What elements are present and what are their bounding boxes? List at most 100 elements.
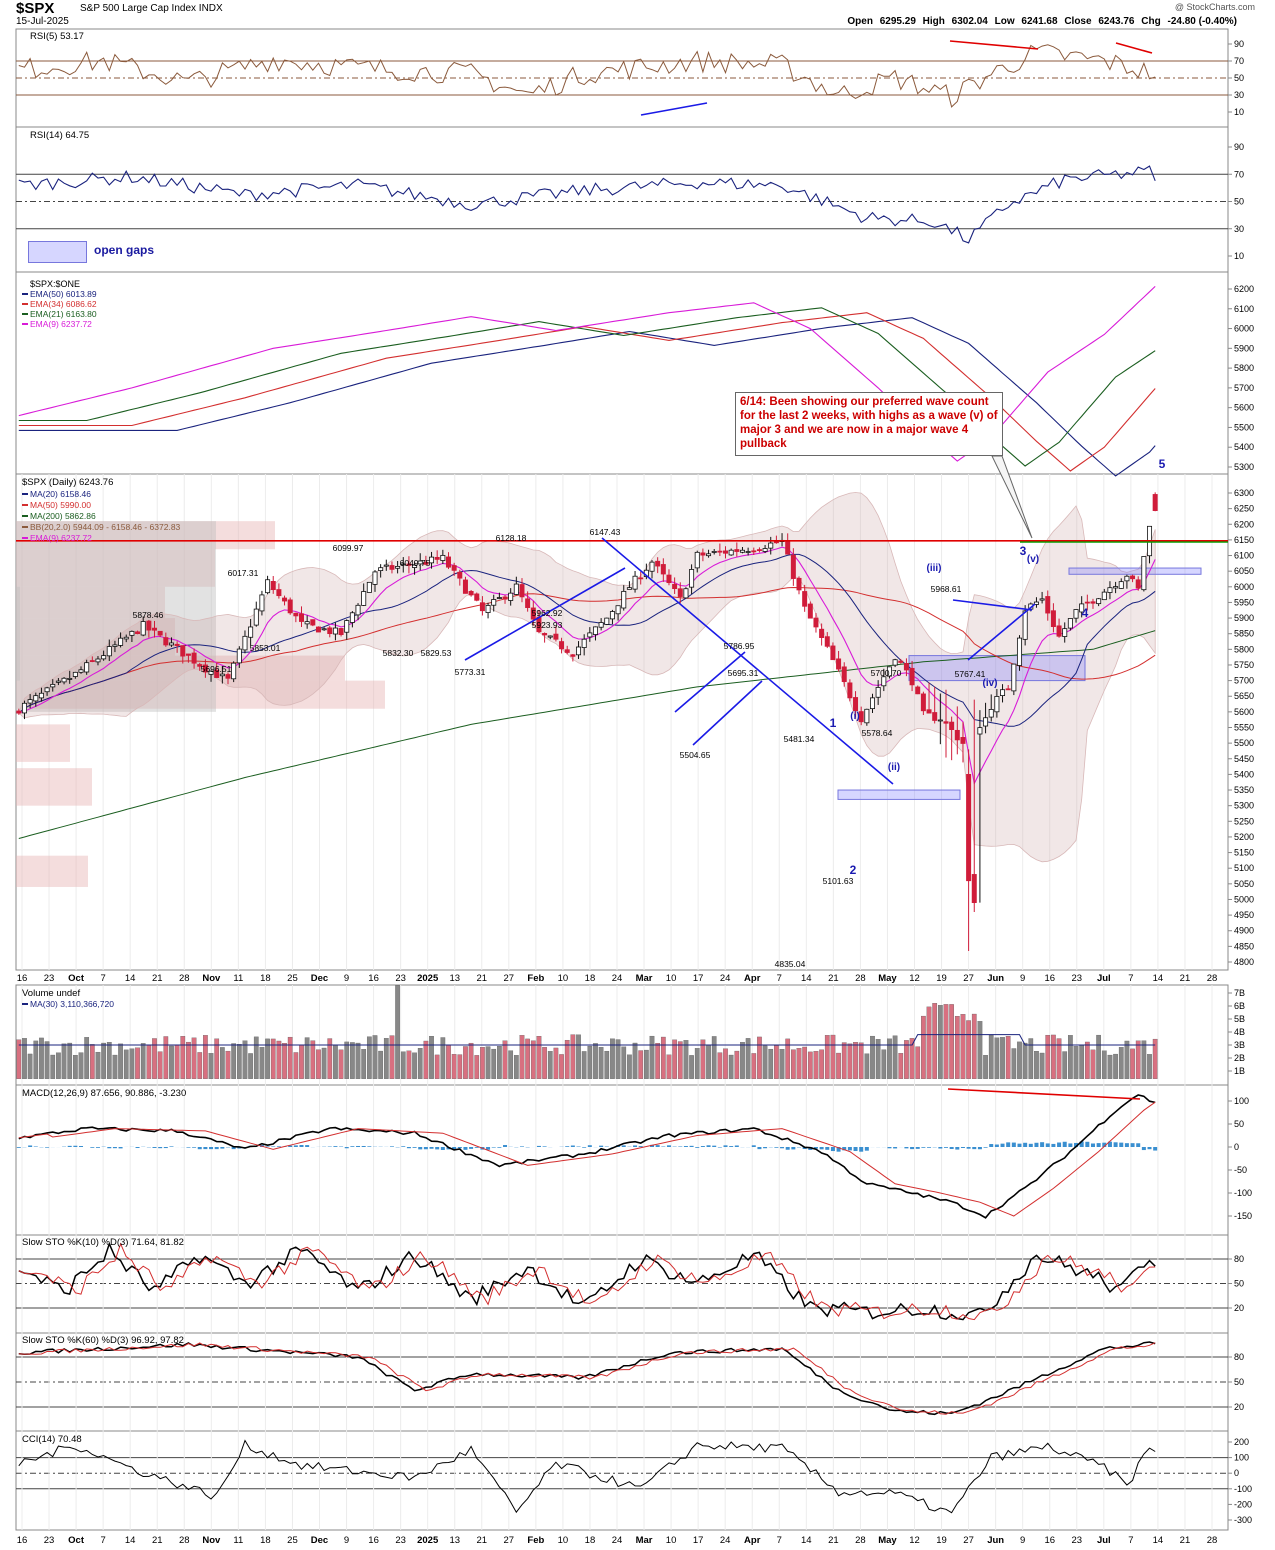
volume-tick-label: 4B xyxy=(1234,1027,1245,1037)
candle-body xyxy=(44,687,50,693)
price-tick-label: 5800 xyxy=(1234,644,1254,654)
macd-histogram-bar xyxy=(921,1147,926,1148)
trend-line xyxy=(464,567,626,661)
volume-bar xyxy=(898,1053,904,1079)
macd-histogram-bar xyxy=(16,1147,21,1148)
volume-bar xyxy=(513,1055,519,1079)
macd-histogram-bar xyxy=(599,1145,604,1147)
candle-body xyxy=(457,571,463,579)
candle-body xyxy=(853,697,859,712)
price-label: 5773.31 xyxy=(455,667,486,677)
candle-body xyxy=(78,669,84,673)
macd-histogram-bar xyxy=(1153,1147,1158,1151)
x-axis-label: 14 xyxy=(1153,973,1164,984)
x-axis-label-bottom: 18 xyxy=(260,1535,271,1546)
macd-histogram-bar xyxy=(469,1147,474,1149)
candle-body xyxy=(519,584,525,598)
close-value: 6243.76 xyxy=(1098,16,1135,27)
candle-body xyxy=(949,721,955,730)
volume-bar xyxy=(536,1036,542,1079)
price-title: $SPX (Daily) 6243.76 xyxy=(22,477,113,488)
candle-body xyxy=(157,630,163,636)
macd-histogram-bar xyxy=(79,1146,84,1147)
x-axis-label-bottom: 14 xyxy=(1153,1535,1164,1546)
volume-bar xyxy=(847,1043,853,1079)
x-axis-label: 2025 xyxy=(417,973,439,984)
candle-body xyxy=(208,670,214,675)
macd-histogram-bar xyxy=(994,1144,999,1147)
macd-histogram-bar xyxy=(780,1147,785,1149)
rsi14-line xyxy=(18,165,1156,244)
volume-bar xyxy=(598,1047,604,1079)
volume-bar xyxy=(660,1036,666,1079)
volume-bar xyxy=(276,1040,282,1079)
macd-line xyxy=(18,1094,1156,1219)
macd-histogram-bar xyxy=(536,1145,541,1147)
symbol: $SPX xyxy=(16,0,55,17)
volume-by-price-bar xyxy=(16,521,275,550)
volume-bar xyxy=(870,1035,875,1079)
candle-body xyxy=(231,662,237,680)
volume-bar xyxy=(757,1036,762,1079)
volume-bar xyxy=(412,1052,417,1079)
volume-bar xyxy=(615,1039,621,1079)
macd-histogram-bar xyxy=(587,1145,592,1147)
candle-body xyxy=(38,692,44,699)
candle-body xyxy=(298,613,304,622)
volume-bar xyxy=(372,1035,378,1079)
candle-body xyxy=(225,674,231,679)
candle-body xyxy=(1118,581,1124,589)
price-tick-label: 5350 xyxy=(1234,785,1254,795)
volume-bar xyxy=(253,1036,259,1079)
macd-histogram-bar xyxy=(1119,1142,1124,1147)
x-axis-label-bottom: May xyxy=(878,1535,897,1546)
candle-body xyxy=(655,560,661,567)
volume-bar xyxy=(423,1040,429,1079)
candle-body xyxy=(248,626,254,638)
macd-histogram-bar xyxy=(666,1145,671,1147)
volume-bar xyxy=(864,1053,870,1079)
volume-bar xyxy=(807,1051,813,1079)
candle-body xyxy=(717,550,723,553)
x-axis-label-bottom: 24 xyxy=(612,1535,623,1546)
x-axis-label-bottom: 23 xyxy=(44,1535,55,1546)
volume-bar xyxy=(118,1043,123,1079)
open-gap-box xyxy=(908,655,1086,682)
candle-body xyxy=(745,551,751,553)
macd-histogram-bar xyxy=(927,1147,932,1148)
macd-histogram-bar xyxy=(491,1147,496,1148)
volume-bar xyxy=(751,1053,757,1079)
volume-bar xyxy=(655,1042,661,1079)
volume-bar xyxy=(932,1003,938,1079)
volume-by-price-bar xyxy=(16,549,215,587)
ema50-line xyxy=(18,317,1156,477)
volume-bar xyxy=(123,1049,129,1079)
volume-bar xyxy=(293,1052,299,1079)
x-axis-label-bottom: Oct xyxy=(68,1535,85,1546)
ema-legend-entry: EMA(21) 6163.80 xyxy=(30,309,97,319)
open-gaps-label: open gaps xyxy=(94,243,155,257)
macd-histogram-bar xyxy=(293,1145,298,1147)
cci-tick-label: 0 xyxy=(1234,1468,1239,1478)
volume-bar xyxy=(683,1040,689,1079)
macd-histogram-bar xyxy=(1023,1142,1028,1147)
volume-tick-label: 6B xyxy=(1234,1001,1245,1011)
volume-bar xyxy=(875,1039,881,1079)
candle-body xyxy=(790,554,796,579)
candle-body xyxy=(660,564,666,575)
x-axis-label-bottom: 16 xyxy=(1044,1535,1055,1546)
volume-bar xyxy=(378,1050,383,1079)
x-axis-label-bottom: 16 xyxy=(17,1535,28,1546)
price-label: 6128.18 xyxy=(496,533,527,543)
macd-histogram-bar xyxy=(836,1147,841,1152)
price-tick-label: 5900 xyxy=(1234,613,1254,623)
x-axis-label: 28 xyxy=(179,973,190,984)
x-axis-label: 9 xyxy=(1020,973,1025,984)
volume-bar xyxy=(39,1037,44,1079)
candle-body xyxy=(632,575,638,590)
x-axis-label-bottom: Jun xyxy=(987,1535,1004,1546)
wave-label: (ii) xyxy=(888,762,900,773)
rsi14-tick-label: 30 xyxy=(1234,224,1244,234)
candle-body xyxy=(95,658,101,663)
macd-histogram-bar xyxy=(706,1145,711,1147)
